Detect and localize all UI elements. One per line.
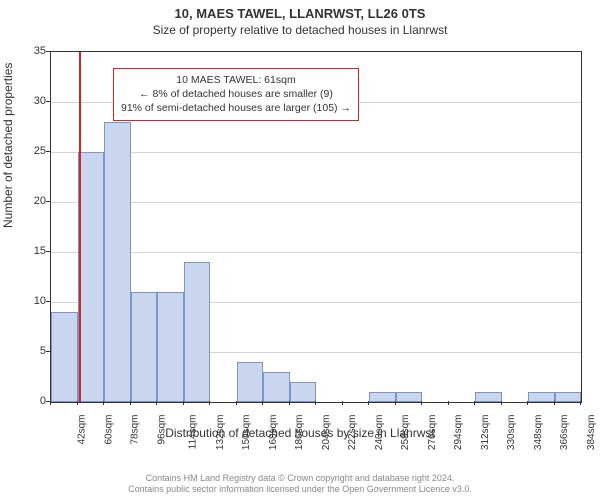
histogram-bar — [157, 292, 184, 402]
x-tick-mark — [289, 401, 290, 405]
footer-attribution: Contains HM Land Registry data © Crown c… — [0, 473, 600, 496]
x-tick-mark — [527, 401, 528, 405]
histogram-bar — [131, 292, 158, 402]
y-tick-mark — [46, 351, 50, 352]
x-tick-mark — [580, 401, 581, 405]
x-tick-mark — [501, 401, 502, 405]
x-tick-mark — [554, 401, 555, 405]
chart-title-sub: Size of property relative to detached ho… — [0, 21, 600, 41]
y-tick-mark — [46, 201, 50, 202]
x-tick-mark — [50, 401, 51, 405]
y-tick-mark — [46, 151, 50, 152]
y-tick-mark — [46, 101, 50, 102]
histogram-bar — [184, 262, 211, 402]
x-tick-mark — [315, 401, 316, 405]
y-tick-mark — [46, 51, 50, 52]
x-tick-mark — [236, 401, 237, 405]
y-axis-label: Number of detached properties — [1, 63, 15, 228]
y-tick-label: 30 — [16, 95, 46, 107]
histogram-bar — [555, 392, 582, 402]
x-tick-mark — [156, 401, 157, 405]
histogram-bar — [369, 392, 396, 402]
x-tick-mark — [209, 401, 210, 405]
y-tick-label: 10 — [16, 295, 46, 307]
info-box-line: 10 MAES TAWEL: 61sqm — [121, 73, 351, 87]
histogram-bar — [475, 392, 502, 402]
x-tick-mark — [103, 401, 104, 405]
x-tick-mark — [368, 401, 369, 405]
x-tick-mark — [421, 401, 422, 405]
info-box: 10 MAES TAWEL: 61sqm← 8% of detached hou… — [113, 68, 359, 121]
reference-line — [79, 52, 81, 402]
histogram-bar — [51, 312, 78, 402]
info-box-line: ← 8% of detached houses are smaller (9) — [121, 87, 351, 101]
x-tick-mark — [183, 401, 184, 405]
y-tick-label: 35 — [16, 45, 46, 57]
y-tick-label: 0 — [16, 395, 46, 407]
gridline — [51, 252, 581, 253]
plot-area: 10 MAES TAWEL: 61sqm← 8% of detached hou… — [50, 51, 582, 403]
y-tick-label: 15 — [16, 245, 46, 257]
histogram-bar — [396, 392, 423, 402]
gridline — [51, 202, 581, 203]
histogram-bar — [78, 152, 105, 402]
y-tick-label: 5 — [16, 345, 46, 357]
histogram-bar — [263, 372, 290, 402]
x-tick-mark — [130, 401, 131, 405]
x-axis-label: Distribution of detached houses by size … — [0, 426, 600, 440]
x-tick-mark — [262, 401, 263, 405]
gridline — [51, 152, 581, 153]
x-tick-mark — [77, 401, 78, 405]
histogram-bar — [528, 392, 555, 402]
x-tick-mark — [448, 401, 449, 405]
x-tick-mark — [342, 401, 343, 405]
y-tick-mark — [46, 251, 50, 252]
info-box-line: 91% of semi-detached houses are larger (… — [121, 101, 351, 115]
histogram-bar — [237, 362, 264, 402]
footer-line-2: Contains public sector information licen… — [0, 484, 600, 496]
footer-line-1: Contains HM Land Registry data © Crown c… — [0, 473, 600, 485]
x-tick-mark — [395, 401, 396, 405]
histogram-chart: Number of detached properties 10 MAES TA… — [0, 41, 600, 441]
chart-title-main: 10, MAES TAWEL, LLANRWST, LL26 0TS — [0, 0, 600, 21]
y-tick-mark — [46, 301, 50, 302]
x-tick-mark — [474, 401, 475, 405]
y-tick-label: 20 — [16, 195, 46, 207]
histogram-bar — [290, 382, 317, 402]
histogram-bar — [104, 122, 131, 402]
y-tick-label: 25 — [16, 145, 46, 157]
